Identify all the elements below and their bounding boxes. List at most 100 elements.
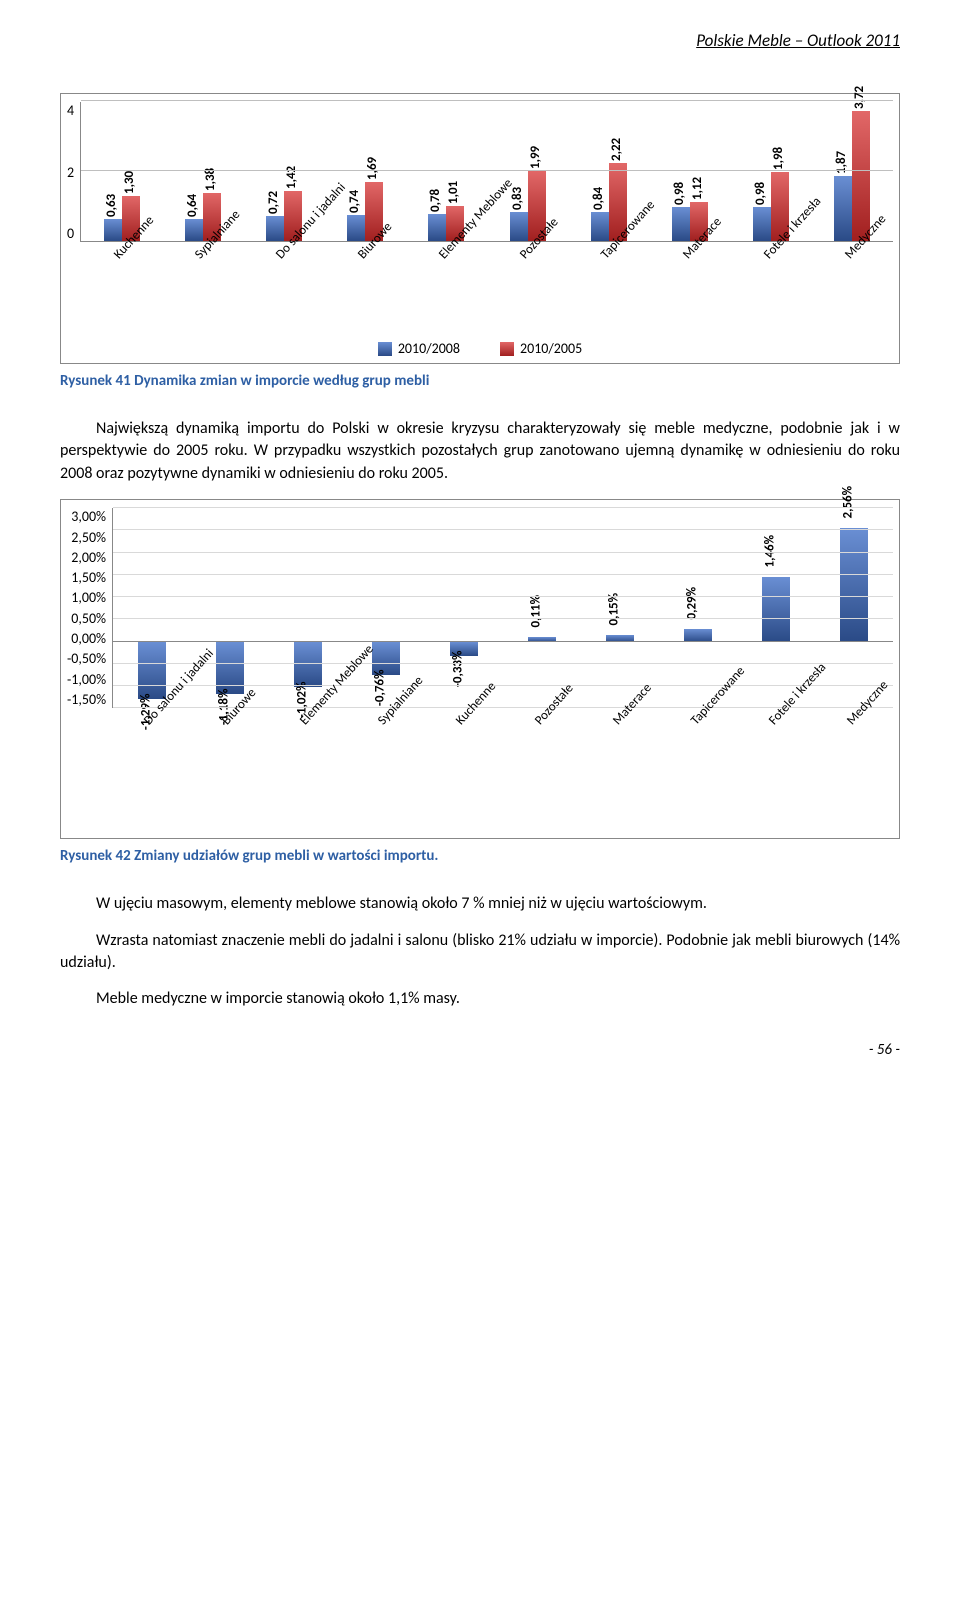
legend-swatch (500, 342, 514, 356)
chart1-bar-label: 2,22 (609, 138, 624, 161)
chart2-column: 0,15% (602, 508, 638, 708)
chart1-xlabel: Fotele i krzesła (761, 252, 772, 262)
chart1-bar-a: 0,78 (428, 214, 446, 241)
chart2-xlabel: Pozostałe (532, 718, 543, 728)
chart2-bar-label: -0,76% (373, 670, 388, 707)
chart2-ytick: 2,00% (71, 549, 106, 566)
chart2-ytick: -1,00% (67, 671, 106, 688)
chart2-bar-label: -0,33% (451, 651, 466, 688)
paragraph-2: W ujęciu masowym, elementy meblowe stano… (60, 893, 900, 915)
chart1-bar-label: 1,01 (446, 181, 461, 204)
chart1-bar-label: 0,74 (347, 190, 362, 213)
paragraph-4: Meble medyczne w imporcie stanowią około… (60, 988, 900, 1010)
chart1-xlabel: Elementy Meblowe (436, 252, 447, 262)
chart2-bar (840, 528, 868, 642)
chart2-ytick: 2,50% (71, 529, 106, 546)
chart2-xlabel: Biurowe (219, 718, 230, 728)
chart1-bar-label: 1,38 (203, 168, 218, 191)
chart1-bar-a: 0,63 (104, 219, 122, 241)
chart1-xlabel: Do salonu i jadalni (273, 252, 284, 262)
chart2-xlabel: Medyczne (844, 718, 855, 728)
chart2-column: 0,29% (680, 508, 716, 708)
chart1-xlabel: Biurowe (355, 252, 366, 262)
page-header: Polskie Meble – Outlook 2011 (60, 30, 900, 53)
page-number: - 56 - (60, 1041, 900, 1059)
chart2-yaxis: 3,00%2,50%2,00%1,50%1,00%0,50%0,00%-0,50… (67, 508, 112, 708)
chart2-ytick: -1,50% (67, 691, 106, 708)
chart2-xlabel: Elementy Meblowe (297, 718, 308, 728)
paragraph-1: Największą dynamiką importu do Polski w … (60, 418, 900, 485)
chart2-bar (294, 642, 322, 687)
chart2-bar-label: 0,11% (528, 595, 543, 628)
chart2-ytick: -0,50% (67, 650, 106, 667)
chart2-ytick: 1,50% (71, 569, 106, 586)
chart2-bar-label: 0,29% (684, 587, 699, 620)
chart1-bar-label: 0,98 (753, 182, 768, 205)
chart1-legend: 2010/2008 2010/2005 (67, 340, 893, 357)
chart1-bar-label: 0,64 (185, 193, 200, 216)
chart1-bar-a: 0,64 (185, 219, 203, 241)
chart2-column: -1,02% (290, 508, 326, 708)
chart1-bar-label: 1,69 (365, 157, 380, 180)
chart1-xlabel: Sypialniane (192, 252, 203, 262)
chart1-bar-label: 1,30 (122, 170, 137, 193)
chart2-column: -1,29% (134, 508, 170, 708)
chart1-ytick: 2 (67, 164, 74, 181)
legend-label: 2010/2008 (398, 340, 460, 357)
chart2-ytick: 1,00% (71, 589, 106, 606)
chart2-plot: -1,29% -1,18% -1,02% -0,76% -0,33% 0,11% 0,15%… (112, 508, 893, 708)
chart1-bar-a: 0,98 (672, 207, 690, 241)
chart1-ytick: 0 (67, 225, 74, 242)
chart2-xlabel: Sypialniane (375, 718, 386, 728)
chart2-column: -0,76% (368, 508, 404, 708)
chart1-yaxis: 4 2 0 (67, 102, 80, 242)
legend-label: 2010/2005 (520, 340, 582, 357)
chart2-xlabel: Tapicerowane (688, 718, 699, 728)
chart1-bar-a: 0,74 (347, 215, 365, 241)
chart1-group: 1,873,72 (834, 111, 870, 241)
chart1-bar-label: 1,12 (690, 177, 705, 200)
chart1-bar-label: 0,63 (104, 194, 119, 217)
chart2-xaxis: Do salonu i jadalni Biurowe Elementy Meblo… (112, 712, 893, 832)
chart2-bar (216, 642, 244, 694)
chart1-caption: Rysunek 41 Dynamika zmian w imporcie wed… (60, 372, 900, 390)
chart2-xlabel: Materace (610, 718, 621, 728)
chart1-bar-label: 0,84 (591, 186, 606, 209)
chart1-legend-item: 2010/2008 (378, 340, 460, 357)
chart1-bar-label: 0,83 (510, 187, 525, 210)
chart2-bar-label: 2,56% (840, 486, 855, 519)
chart2-xlabel: Fotele i krzesła (766, 718, 777, 728)
chart1-bar-a: 0,84 (591, 212, 609, 241)
chart2-column: -0,33% (446, 508, 482, 708)
chart1-bar-label: 3,72 (852, 86, 867, 109)
chart1-bar-a: 0,83 (510, 212, 528, 241)
chart2-ytick: 3,00% (71, 508, 106, 525)
chart1-xlabel: Materace (680, 252, 691, 262)
chart2-bar-label: 0,15% (606, 593, 621, 626)
chart1-bar-a: 0,72 (266, 216, 284, 241)
paragraph-3: Wzrasta natomiast znaczenie mebli do jad… (60, 930, 900, 975)
chart1-ytick: 4 (67, 102, 74, 119)
chart1-bar-a: 1,87 (834, 176, 852, 241)
chart2-column: -1,18% (212, 508, 248, 708)
chart2-caption: Rysunek 42 Zmiany udziałów grup mebli w … (60, 847, 900, 865)
chart1-xlabel: Pozostałe (517, 252, 528, 262)
chart2-xlabel: Do salonu i jadalni (141, 718, 152, 728)
chart2-column: 1,46% (758, 508, 794, 708)
chart1-xlabel: Tapicerowane (598, 252, 609, 262)
chart1-bar-label: 0,72 (266, 191, 281, 214)
chart1-xaxis: KuchenneSypialnianeDo salonu i jadalniBi… (80, 246, 893, 336)
chart1-container: 420 0,631,300,641,380,721,420,741,690,78… (60, 93, 900, 364)
chart2-bar (138, 642, 166, 699)
chart1-plot: 0,631,300,641,380,721,420,741,690,781,01… (80, 102, 893, 242)
chart1-bar-label: 0,98 (672, 182, 687, 205)
chart2-bar (762, 577, 790, 642)
chart1-legend-item: 2010/2005 (500, 340, 582, 357)
chart1-xlabel: Medyczne (842, 252, 853, 262)
legend-swatch (378, 342, 392, 356)
chart1-bar-label: 1,98 (771, 147, 786, 170)
chart2-xlabel: Kuchenne (453, 718, 464, 728)
chart2-container: 3,00%2,50%2,00%1,50%1,00%0,50%0,00%-0,50… (60, 499, 900, 839)
chart1-bar-a: 0,98 (753, 207, 771, 241)
chart2-column: 0,11% (524, 508, 560, 708)
